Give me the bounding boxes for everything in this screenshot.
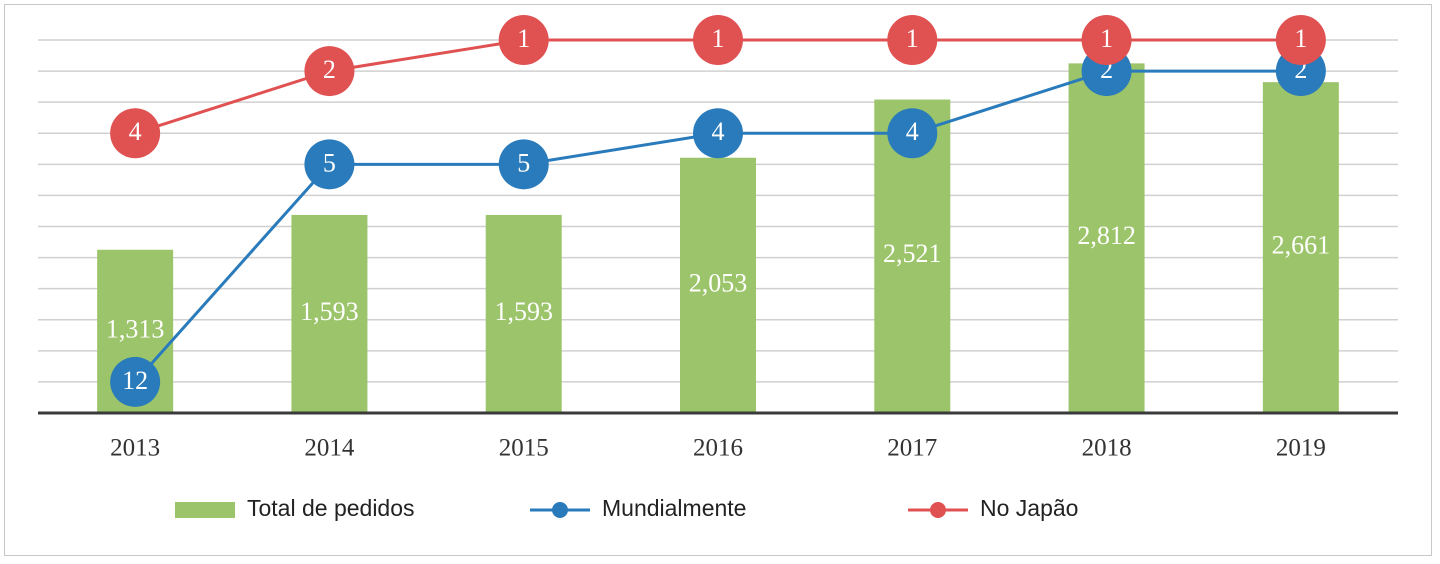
- bar-value-label: 2,661: [1272, 231, 1331, 260]
- line-marker: [304, 139, 355, 190]
- bar-value-label: 1,313: [106, 314, 165, 343]
- legend: Total de pedidos Mundialmente No Japão: [175, 495, 1078, 521]
- legend-label: Mundialmente: [602, 495, 746, 521]
- legend-marker: [552, 502, 568, 518]
- marker-label: 1: [517, 24, 530, 53]
- marker-label: 12: [122, 366, 148, 395]
- legend-marker: [930, 502, 946, 518]
- line-marker: [498, 15, 549, 65]
- line-marker: [498, 139, 549, 190]
- plot: 2013 2014 2015 2016 2017 2018 2019 1,313 1,593 1,…: [38, 15, 1398, 462]
- line-marker: [693, 108, 743, 159]
- line-marker: [110, 356, 161, 407]
- marker-label: 1: [1294, 24, 1307, 53]
- marker-label: 1: [1100, 24, 1113, 53]
- legend-swatch: [175, 502, 235, 518]
- line-marker: [110, 108, 161, 159]
- marker-label: 5: [323, 148, 336, 177]
- bar: [485, 214, 562, 413]
- marker-label: 1: [906, 24, 919, 53]
- bar-value-label: 1,593: [494, 297, 553, 326]
- x-tick-label: 2017: [887, 435, 937, 462]
- x-tick-label: 2016: [693, 435, 743, 462]
- marker-label: 2: [323, 55, 336, 84]
- x-tick-label: 2019: [1276, 435, 1326, 462]
- bar-value-label: 1,593: [300, 297, 359, 326]
- marker-label: 4: [712, 117, 725, 146]
- bar-value-label: 2,521: [883, 239, 942, 268]
- bar-value-label: 2,812: [1077, 221, 1136, 250]
- line-marker: [1081, 15, 1132, 65]
- line-marker: [887, 15, 938, 65]
- bar: [291, 214, 368, 413]
- bar: [680, 157, 756, 413]
- marker-label: 5: [517, 148, 530, 177]
- line-marker: [887, 108, 938, 159]
- marker-label: 4: [906, 117, 919, 146]
- marker-label: 4: [129, 117, 142, 146]
- line-marker: [1275, 15, 1326, 65]
- legend-label: No Japão: [980, 495, 1078, 521]
- line-marker: [304, 46, 355, 97]
- x-tick-label: 2014: [304, 435, 355, 462]
- x-tick-label: 2013: [110, 435, 160, 462]
- bar: [1068, 63, 1145, 414]
- legend-label: Total de pedidos: [247, 495, 415, 521]
- x-tick-label: 2015: [499, 435, 549, 462]
- bar-value-label: 2,053: [689, 268, 748, 297]
- bar: [1262, 82, 1339, 414]
- line-marker: [693, 15, 743, 65]
- x-tick-label: 2018: [1082, 435, 1132, 462]
- marker-label: 1: [712, 24, 725, 53]
